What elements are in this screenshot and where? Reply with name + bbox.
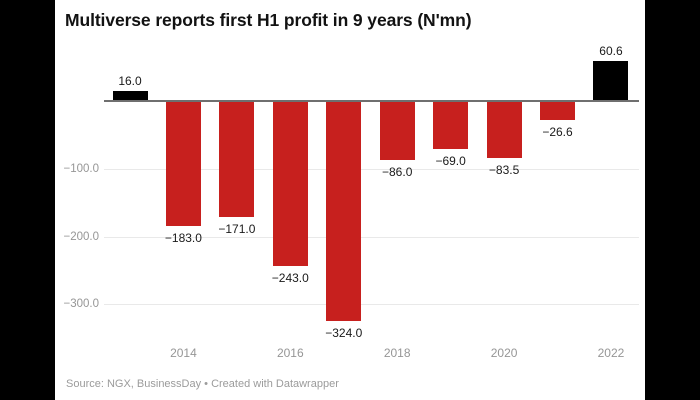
value-label: −86.0 [382,165,413,180]
gridline [104,304,639,305]
bar-2022 [593,61,629,102]
gridline [104,169,639,170]
bar-2020 [486,102,522,159]
y-tick-label: −300.0 [63,298,100,310]
x-tick-label: 2014 [170,346,197,360]
x-tick-label: 2020 [490,346,518,360]
value-label: 60.6 [599,44,623,59]
value-label: −171.0 [218,222,256,237]
value-label: −183.0 [164,230,202,245]
bar-2018 [379,102,415,161]
bar-2021 [540,102,576,120]
value-label: 16.0 [118,74,142,89]
x-tick-label: 2022 [597,346,625,360]
gridline [104,236,639,238]
plot-area: −100.0 −200.0 −300.0 16.0 −183.0 −171.0 −243.0… [55,0,645,400]
y-tick-label: −100.0 [63,163,100,175]
value-label: −69.0 [435,153,466,168]
bar-2017 [326,102,362,321]
bar-2016 [272,102,308,267]
x-tick-label: 2016 [276,346,304,360]
bar-2019 [433,102,469,149]
source-note: Source: NGX, BusinessDay • Created with … [66,378,339,390]
chart-title: Multiverse reports first H1 profit in 9 … [65,10,472,30]
x-tick-label: 2018 [383,346,411,360]
bar-2013 [112,91,148,102]
zero-baseline [104,100,639,102]
bar-2015 [219,102,255,218]
chart-card: Multiverse reports first H1 profit in 9 … [55,0,645,400]
y-tick-label: −200.0 [63,230,100,243]
value-label: −243.0 [271,271,309,286]
value-label: −83.5 [488,163,520,178]
value-label: −26.6 [542,124,573,139]
bar-2014 [165,102,201,226]
value-label: −324.0 [325,325,363,340]
